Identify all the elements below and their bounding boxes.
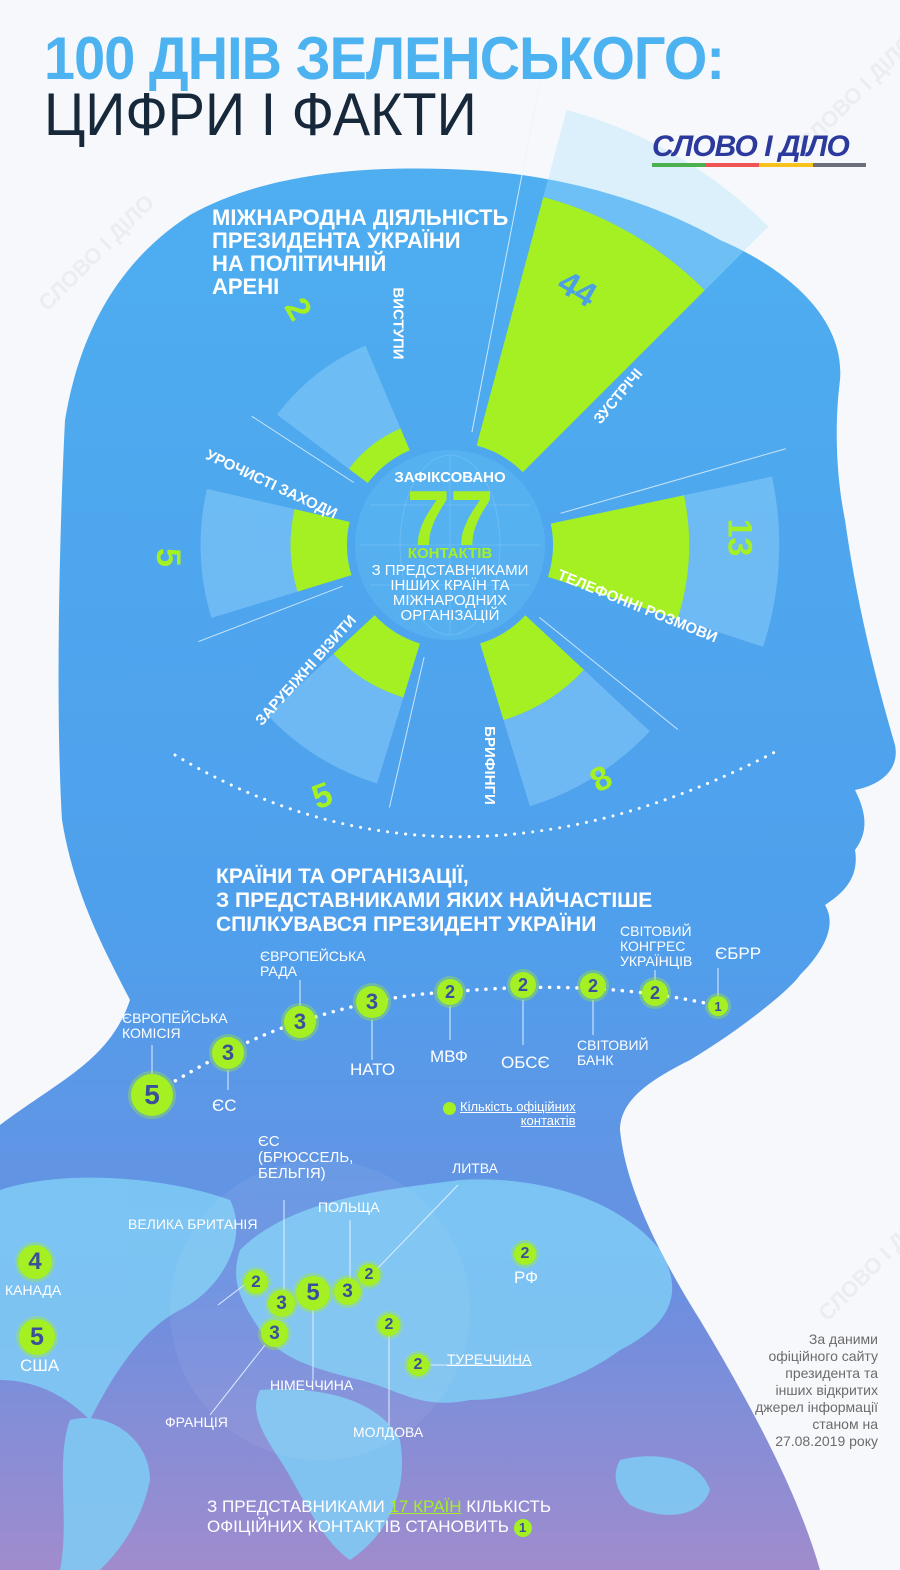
- org-label: ЄВРОПЕЙСЬКА КОМІСІЯ: [122, 1010, 228, 1041]
- country-bubble: 3: [334, 1278, 361, 1305]
- country-label: ТУРЕЧЧИНА: [447, 1351, 532, 1367]
- country-label: РФ: [514, 1268, 539, 1287]
- separator-line: [251, 415, 354, 483]
- bottom-summary: З ПРЕДСТАВНИКАМИ 17 КРАЇН КІЛЬКІСТЬ ОФІЦ…: [207, 1497, 552, 1537]
- bar-glow: [543, 110, 769, 291]
- country-label-eu: ЄС (БРЮССЕЛЬ, БЕЛЬГІЯ): [258, 1133, 354, 1182]
- bar-glow: [503, 669, 650, 807]
- bar-glow: [677, 476, 780, 647]
- org-bubble: 2: [510, 972, 536, 998]
- country-bubble: 2: [378, 1314, 400, 1336]
- country-bubble: 4: [18, 1245, 52, 1279]
- country-bubble: 5: [19, 1319, 55, 1355]
- org-bubble: 3: [212, 1037, 244, 1069]
- country-label: ЛИТВА: [452, 1160, 499, 1176]
- org-bubble: 3: [284, 1006, 316, 1038]
- org-bubble: 2: [580, 973, 606, 999]
- org-bubble: 2: [642, 980, 668, 1006]
- logo-stripes: [652, 163, 866, 167]
- category-label: БРИФІНГИ: [480, 726, 498, 805]
- org-bubble: 1: [708, 996, 728, 1016]
- radial-bar-0: [348, 428, 410, 484]
- radial-bar-5: [290, 509, 352, 592]
- radial-bar-2: [547, 495, 690, 619]
- center-unit: КОНТАКТІВ: [407, 545, 493, 562]
- separator-line: [471, 83, 541, 433]
- org-label: МВФ: [430, 1047, 468, 1066]
- org-label: ЄС: [212, 1096, 237, 1115]
- country-label: НІМЕЧЧИНА: [270, 1377, 354, 1393]
- country-label: ФРАНЦІЯ: [165, 1414, 228, 1430]
- section-title: МІЖНАРОДНА ДІЯЛЬНІСТЬ ПРЕЗИДЕНТА УКРАЇНИ Н…: [212, 205, 509, 299]
- world-map: [0, 1177, 710, 1570]
- total-contacts: 77: [406, 474, 494, 562]
- radial-bars: [198, 83, 786, 808]
- radial-bar-4: [333, 615, 420, 698]
- org-label: ОБСЄ: [501, 1053, 550, 1072]
- country-bubble: 3: [268, 1290, 295, 1317]
- value-label: 13: [720, 518, 759, 557]
- country-label: ВЕЛИКА БРИТАНІЯ: [128, 1216, 258, 1232]
- org-label: НАТО: [350, 1060, 396, 1079]
- radial-bar-1: [476, 196, 705, 473]
- legend-dot: [443, 1102, 456, 1115]
- value-label: 5: [148, 548, 187, 567]
- org-bubble: 2: [437, 979, 463, 1005]
- country-label: ПОЛЬЩА: [318, 1199, 380, 1215]
- org-label: ЄВРОПЕЙСЬКА РАДА: [260, 948, 366, 979]
- separator-line: [560, 448, 786, 514]
- separator-line: [198, 585, 343, 643]
- center-caption: ЗАФІКСОВАНО: [394, 469, 506, 486]
- org-label: СВІТОВИЙ БАНК: [577, 1037, 649, 1068]
- country-label: США: [20, 1356, 60, 1375]
- bar-glow: [200, 488, 298, 618]
- globe-icon: [360, 454, 540, 636]
- country-bubble: 2: [407, 1354, 429, 1376]
- bar-glow: [267, 653, 404, 784]
- country-bubble: 3: [261, 1320, 288, 1347]
- title-line-1: 100 ДНІВ ЗЕЛЕНСЬКОГО:: [44, 25, 725, 92]
- bar-glow: [277, 345, 401, 469]
- logo: СЛОВО І ДІЛО: [652, 130, 850, 163]
- europe-highlight-circle: [170, 1160, 470, 1460]
- legend-text: Кількість офіційних контактів: [460, 1099, 576, 1128]
- source-note: За даними офіційного сайту президента та ін…: [755, 1331, 878, 1449]
- org-bubble: 3: [356, 986, 388, 1018]
- separator-line: [539, 616, 679, 730]
- country-bubble: 2: [244, 1270, 268, 1294]
- separator-line: [388, 656, 425, 808]
- section2-title: КРАЇНИ ТА ОРГАНІЗАЦІЇ, З ПРЕДСТАВНИКАМИ Я…: [216, 865, 653, 936]
- org-label: СВІТОВИЙ КОНГРЕС УКРАЇНЦІВ: [620, 923, 693, 969]
- radial-bar-3: [480, 615, 584, 721]
- country-bubble: 2: [514, 1243, 536, 1265]
- leader-lines: [151, 968, 719, 1425]
- country-label: КАНАДА: [5, 1282, 62, 1298]
- org-bubble: 5: [131, 1074, 173, 1116]
- title-line-2: ЦИФРИ І ФАКТИ: [44, 81, 477, 148]
- country-bubble: 5: [296, 1276, 330, 1310]
- country-bubble: 2: [358, 1264, 380, 1286]
- center-description: З ПРЕДСТАВНИКАМИ ІНШИХ КРАЇН ТА МІЖНАРОДНИ…: [371, 562, 529, 624]
- country-label: МОЛДОВА: [353, 1424, 424, 1440]
- category-label: ВИСТУПИ: [389, 287, 407, 360]
- center-globe: [355, 450, 545, 640]
- org-label: ЄБРР: [715, 944, 762, 963]
- count-bubble: 1: [513, 1519, 532, 1537]
